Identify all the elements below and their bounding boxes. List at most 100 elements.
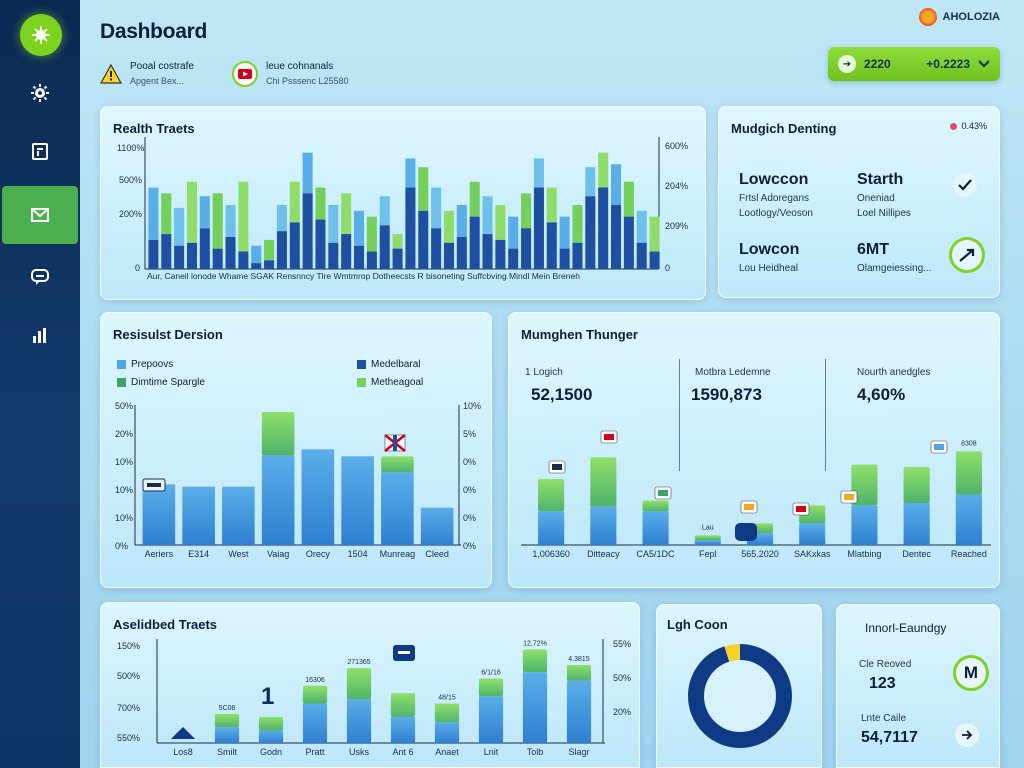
y-tick: 0 [135, 263, 141, 273]
sidebar-item-analytics[interactable] [0, 306, 80, 364]
x-tick-label: Orecy [306, 549, 331, 559]
chart-realth-traets [144, 137, 660, 270]
x-tick-label: E314 [188, 549, 209, 559]
decoration-icon [548, 460, 566, 474]
bar-lower [258, 730, 284, 743]
bar-lower [566, 680, 592, 743]
bar-lower [341, 234, 352, 269]
bar-lower [142, 484, 176, 545]
bar-lower [315, 219, 326, 269]
x-tick-label: 1,006360 [532, 549, 570, 559]
y-tick: 200% [119, 209, 143, 219]
sidebar-item-calendar[interactable] [0, 122, 80, 180]
y2-tick: 50% [613, 673, 632, 683]
bar-lower [346, 699, 372, 743]
bar-upper [566, 665, 592, 681]
logo[interactable] [20, 14, 62, 56]
bar-upper [623, 181, 634, 217]
bar-lower [903, 503, 930, 545]
bar-upper [366, 216, 377, 252]
bar-upper [379, 196, 390, 226]
bar-lower [354, 245, 365, 269]
status-badge: 0.43% [950, 121, 987, 131]
legend-item: Prepoovs [117, 359, 173, 370]
m-badge-icon[interactable]: M [953, 655, 989, 691]
arrow-button[interactable] [955, 723, 979, 747]
bar-upper [538, 479, 565, 512]
bar-upper [392, 234, 403, 249]
divider [825, 359, 826, 471]
bar-lower [341, 456, 374, 545]
alert-subtitle: Apgent Bex... [130, 76, 185, 86]
bar-upper [611, 164, 622, 205]
check-button[interactable] [953, 173, 977, 197]
arrow-right-icon: ➔ [838, 55, 856, 73]
card-title: Realth Traets [113, 121, 195, 136]
bar-lower [289, 222, 300, 269]
bar-upper [261, 412, 295, 456]
check-icon [958, 179, 972, 191]
bar-lower [420, 507, 454, 545]
x-tick-label: Pratt [305, 747, 325, 757]
metric-value: 52,1500 [531, 385, 593, 404]
bar-lower [251, 263, 262, 269]
bar-upper [186, 181, 197, 243]
triangle-marker-icon [170, 727, 196, 739]
x-tick-label: Slagr [568, 747, 589, 757]
bar-lower [478, 696, 504, 743]
bar-upper [443, 210, 454, 243]
action-button[interactable] [949, 237, 985, 273]
notification-title: leue cohnanals [266, 61, 334, 72]
page-title: Dashboard [100, 20, 207, 43]
bar-lower [186, 242, 197, 269]
bar-upper [955, 451, 982, 495]
bar-lower [276, 231, 287, 269]
bar-lower [379, 225, 390, 269]
sidebar-item-chat[interactable] [0, 248, 80, 306]
bar-upper [598, 152, 609, 188]
sidebar-item-mail[interactable] [2, 186, 78, 244]
bar-value-label: 5C08 [219, 705, 236, 712]
divider [679, 359, 680, 471]
bar-upper [636, 210, 647, 243]
bar-upper [174, 207, 185, 246]
alert-notice[interactable]: Pooal costrafe Apgent Bex... [100, 60, 194, 88]
bar-lower [508, 248, 519, 269]
y2-tick: 0 [665, 263, 671, 273]
bar-upper [315, 187, 326, 220]
metric-title: Lowccon [739, 171, 809, 188]
highlight-marker: 1 [261, 683, 275, 710]
bar-upper [533, 158, 544, 188]
card-resisulst-dersion: Resisulst Dersion Prepoovs Medelbaral Di… [100, 312, 492, 588]
bar-upper [302, 152, 313, 194]
brand-name: AHOLOZIA [942, 11, 1000, 23]
mail-icon [31, 208, 49, 222]
donut-segment [688, 644, 792, 748]
bar-lower [456, 237, 467, 269]
card-title: Resisulst Dersion [113, 327, 223, 342]
badge-value: 0.43% [961, 121, 987, 131]
y-tick: 0% [115, 541, 129, 551]
bar-value-label: 12,72% [523, 640, 547, 647]
sidebar-item-settings[interactable] [0, 64, 80, 122]
brand[interactable]: AHOLOZIA [918, 8, 1000, 26]
metric-line: Olamgeiessing... [857, 263, 932, 274]
y-tick: 10% [115, 457, 134, 467]
y2-tick: 10% [463, 401, 482, 411]
x-tick-label: Mlatbing [847, 549, 881, 559]
bar-value-label: 6/1/16 [481, 670, 501, 677]
bar-lower [261, 455, 295, 545]
notification[interactable]: leue cohnanals Chi Psssenc L25580 [232, 60, 349, 88]
bar-lower [418, 210, 429, 269]
card-title: Innorl-Eaundgy [865, 621, 947, 635]
range-selector[interactable]: ➔ 2220 +0.2223 [828, 47, 1000, 81]
bar-lower [955, 494, 982, 545]
gear-icon [31, 84, 49, 102]
y2-tick: 600% [665, 141, 689, 151]
y2-tick: 0% [463, 541, 477, 551]
card-tag-icon [142, 478, 166, 492]
card-realth-traets: Realth Traets 1100% 500% 200% 0 600% 204… [100, 106, 706, 300]
y2-tick: 0% [463, 485, 477, 495]
brand-emblem-icon [918, 8, 937, 26]
bar-upper [482, 196, 493, 235]
